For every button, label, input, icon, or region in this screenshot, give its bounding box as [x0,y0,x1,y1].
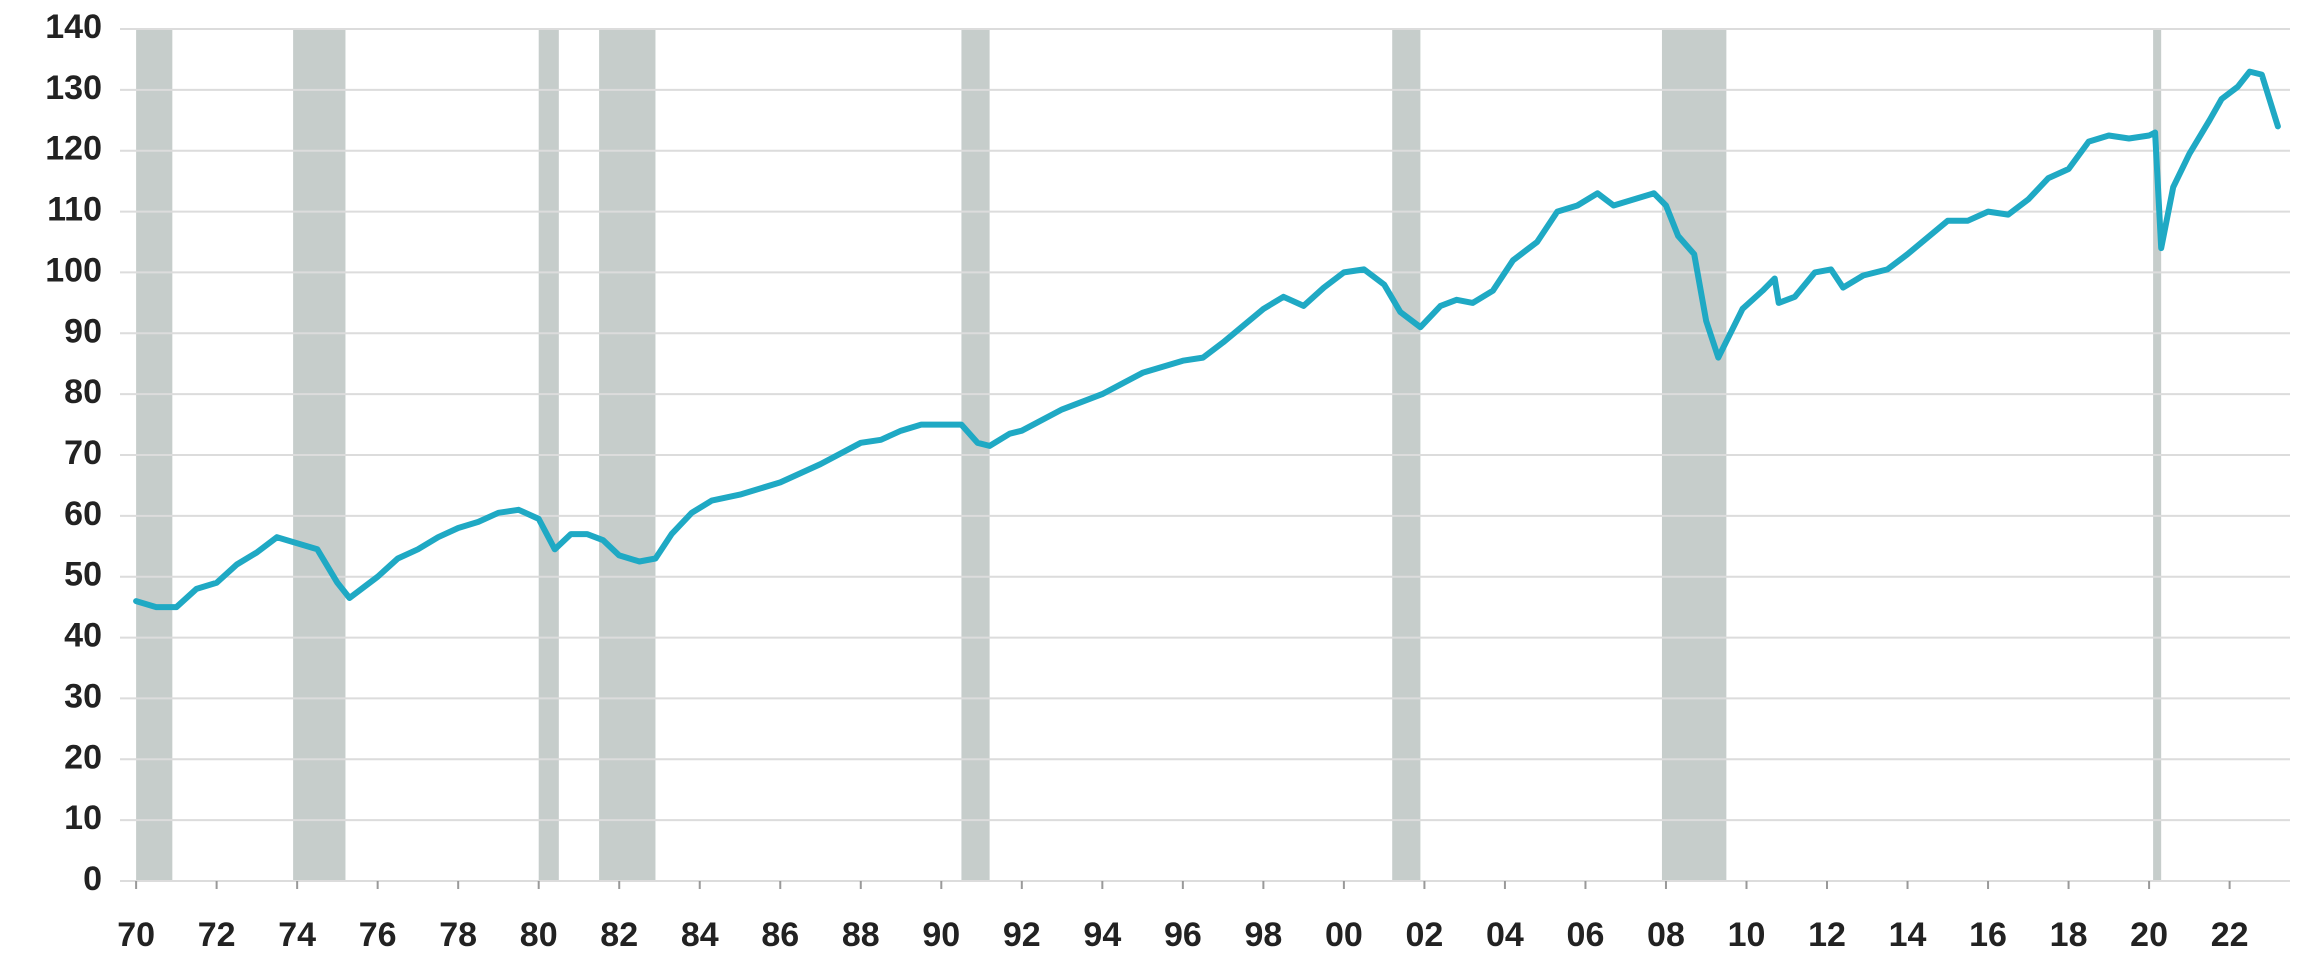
x-tick-label: 22 [2211,916,2249,954]
y-tick-label: 120 [45,130,102,168]
x-tick-label: 76 [359,916,397,954]
x-tick-label: 00 [1325,916,1363,954]
y-tick-label: 110 [47,191,102,229]
y-tick-label: 140 [45,8,102,46]
x-tick-label: 06 [1567,916,1605,954]
x-tick-label: 80 [520,916,558,954]
x-tick-label: 88 [842,916,880,954]
x-tick-label: 70 [117,916,155,954]
y-tick-label: 60 [64,495,102,533]
x-tick-label: 90 [922,916,960,954]
y-tick-label: 100 [45,251,102,289]
y-tick-label: 70 [64,434,102,472]
x-tick-label: 08 [1647,916,1685,954]
y-tick-label: 50 [64,556,102,594]
y-tick-label: 40 [64,617,102,655]
x-tick-label: 14 [1889,916,1927,954]
x-tick-label: 96 [1164,916,1202,954]
x-tick-label: 18 [2050,916,2088,954]
y-tick-label: 80 [64,373,102,411]
y-tick-label: 130 [45,69,102,107]
y-tick-label: 0 [83,860,102,898]
x-tick-label: 20 [2130,916,2168,954]
x-tick-label: 10 [1728,916,1766,954]
x-tick-label: 86 [761,916,799,954]
x-tick-label: 92 [1003,916,1041,954]
y-tick-label: 90 [64,312,102,350]
x-tick-label: 84 [681,916,719,954]
x-tick-label: 78 [439,916,477,954]
x-tick-label: 12 [1808,916,1846,954]
x-tick-label: 04 [1486,916,1524,954]
y-tick-label: 10 [64,799,102,837]
x-tick-label: 16 [1969,916,2007,954]
series-line [133,68,2281,611]
x-tick-label: 98 [1244,916,1282,954]
y-tick-label: 20 [64,738,102,776]
x-tick-label: 94 [1083,916,1121,954]
x-tick-label: 72 [198,916,236,954]
x-tick-label: 74 [278,916,316,954]
y-tick-label: 30 [64,677,102,715]
x-tick-label: 02 [1406,916,1444,954]
x-tick-label: 82 [600,916,638,954]
